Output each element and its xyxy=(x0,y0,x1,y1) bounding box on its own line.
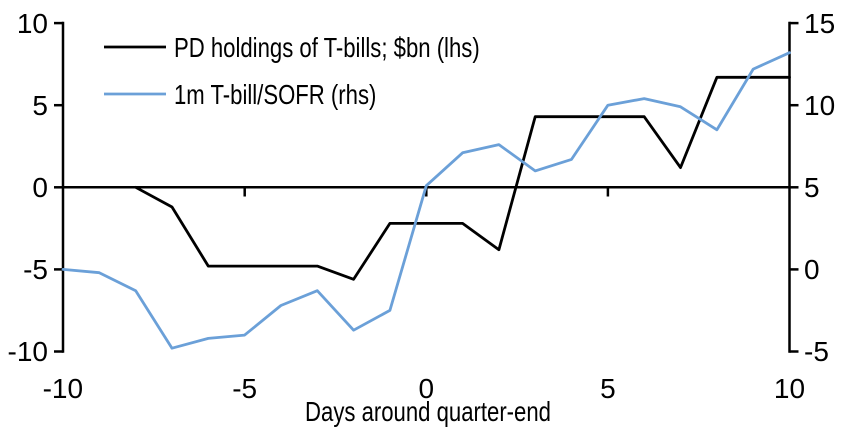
x-axis-tick-label: 10 xyxy=(774,373,805,404)
left-axis-tick-label: 10 xyxy=(17,8,48,39)
left-axis-labels: 10 5 0 -5 -10 xyxy=(8,8,48,367)
right-axis-labels: 15 10 5 0 -5 xyxy=(804,8,835,367)
x-axis-tick-label: 0 xyxy=(419,373,435,404)
right-axis-tick-label: -5 xyxy=(804,336,829,367)
legend: PD holdings of T-bills; $bn (lhs) 1m T-b… xyxy=(104,32,480,110)
series-line-pd-holdings xyxy=(134,75,791,281)
x-axis-tick-label: 5 xyxy=(600,373,616,404)
left-axis-tick-label: -10 xyxy=(8,336,48,367)
legend-label-1m-tbill-sofr: 1m T-bill/SOFR (rhs) xyxy=(174,79,376,110)
x-axis-tick-label: -10 xyxy=(43,373,83,404)
series-line-1m-tbill-sofr xyxy=(61,51,791,350)
right-axis-tick-label: 10 xyxy=(804,90,835,121)
right-axis-tick-label: 0 xyxy=(804,254,820,285)
left-axis-tick-label: 0 xyxy=(32,172,48,203)
x-axis-tick-label: -5 xyxy=(232,373,257,404)
right-axis-tick-label: 15 xyxy=(804,8,835,39)
x-axis-title: Days around quarter-end xyxy=(305,396,551,427)
right-axis-tick-label: 5 xyxy=(804,172,820,203)
left-axis-tick-label: -5 xyxy=(23,254,48,285)
x-axis-labels: -10 -5 0 5 10 xyxy=(43,373,806,404)
legend-label-pd-holdings: PD holdings of T-bills; $bn (lhs) xyxy=(174,32,480,63)
left-axis-tick-label: 5 xyxy=(32,90,48,121)
